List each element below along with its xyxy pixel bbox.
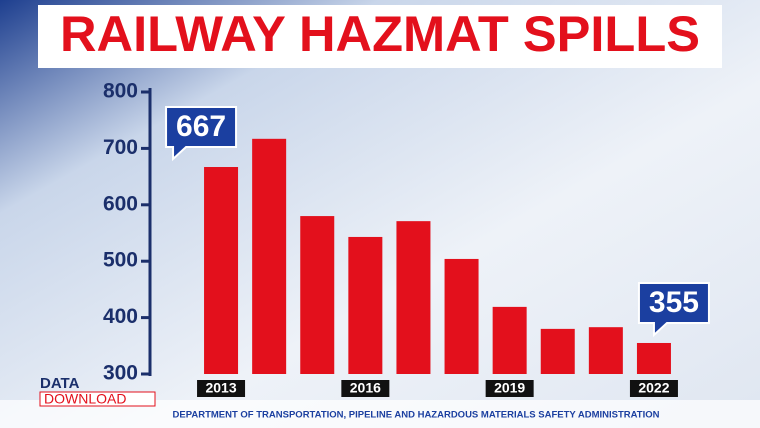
logo-top: DATA (40, 375, 80, 392)
bar (588, 327, 623, 374)
logo-box (39, 391, 156, 407)
y-tick-label: 700 (103, 136, 138, 159)
y-tick-label: 300 (103, 362, 138, 385)
x-tick-label: 2019 (494, 380, 525, 396)
callout (165, 106, 238, 162)
bar (492, 306, 527, 374)
bar (636, 342, 671, 374)
y-tick-label: 400 (103, 305, 138, 328)
x-tick-box (197, 380, 246, 397)
y-tick-label: 600 (103, 192, 138, 215)
source: DEPARTMENT OF TRANSPORTATION, PIPELINE A… (173, 410, 660, 421)
x-tick-box (629, 380, 678, 397)
bar (300, 216, 335, 374)
callout (637, 281, 710, 338)
x-tick-box (341, 380, 390, 397)
bar (444, 258, 479, 374)
x-tick-box (485, 380, 534, 397)
bar (396, 221, 431, 374)
y-tick-label: 500 (103, 249, 138, 272)
value-label: 667 (176, 110, 226, 143)
y-tick-label: 800 (103, 80, 138, 103)
bar (540, 328, 575, 374)
bar (252, 138, 287, 374)
x-tick-label: 2022 (638, 380, 669, 396)
value-label: 355 (649, 286, 699, 319)
x-tick-label: 2016 (350, 380, 381, 396)
title-box (38, 5, 722, 68)
x-tick-label: 2013 (205, 380, 236, 396)
logo-bottom: DOWNLOAD (44, 391, 126, 407)
bar (348, 236, 383, 374)
chart-title: RAILWAY HAZMAT SPILLS (60, 6, 700, 62)
bar (204, 167, 239, 374)
